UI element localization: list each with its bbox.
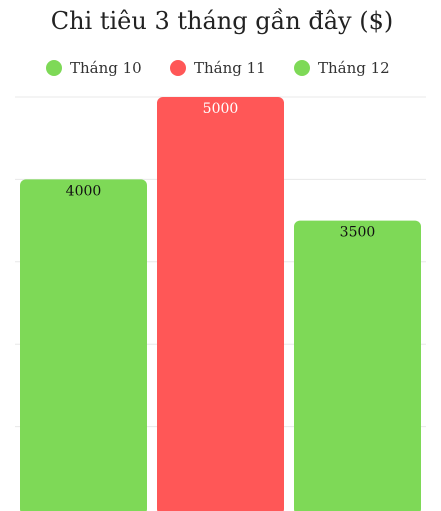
legend-item-3[interactable]: Tháng 12	[294, 59, 390, 77]
bars	[20, 97, 421, 511]
data-label-1: 4000	[66, 183, 102, 199]
legend-label-2: Tháng 11	[194, 59, 266, 77]
legend-marker-2	[170, 60, 186, 76]
legend-marker-3	[294, 60, 310, 76]
legend-item-1[interactable]: Tháng 10	[46, 59, 142, 77]
bar-3[interactable]	[294, 220, 421, 511]
data-label-3: 3500	[340, 225, 376, 241]
legend-marker-1	[46, 60, 62, 76]
legend-label-1: Tháng 10	[70, 59, 142, 77]
bar-2[interactable]	[157, 97, 284, 511]
legend-label-3: Tháng 12	[318, 59, 390, 77]
bar-1[interactable]	[20, 179, 147, 511]
legend: Tháng 10 Tháng 11 Tháng 12	[46, 59, 390, 77]
chart-title: Chi tiêu 3 tháng gần đây ($)	[51, 7, 394, 35]
data-labels: 4000 5000 3500	[66, 101, 376, 241]
legend-item-2[interactable]: Tháng 11	[170, 59, 266, 77]
data-label-2: 5000	[203, 101, 239, 117]
